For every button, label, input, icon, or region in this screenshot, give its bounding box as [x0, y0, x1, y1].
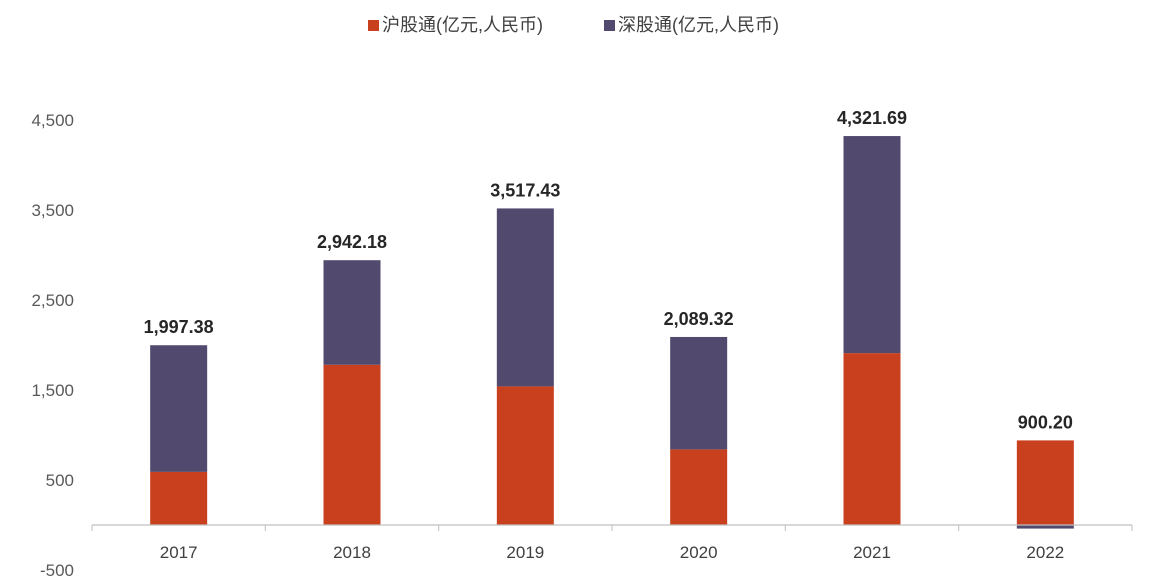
bar-2019-series-2: [496, 208, 554, 387]
x-tick-label-2022: 2022: [1026, 543, 1064, 562]
total-labels: 1,997.38 2,942.18 3,517.43 2,089.32 4,321.69…: [144, 108, 1073, 432]
bar-2019-series-1: [496, 386, 554, 525]
total-label-2018: 2,942.18: [317, 232, 387, 252]
total-label-2022: 900.20: [1018, 412, 1073, 432]
y-axis: 4,500 3,500 2,500 1,500 500 -500: [31, 111, 74, 579]
bar-2020-series-2: [670, 336, 728, 450]
y-tick-label: 4,500: [31, 111, 74, 130]
bar-2021-series-1: [843, 353, 901, 525]
x-tick-label-2017: 2017: [160, 543, 198, 562]
y-tick-label: -500: [40, 561, 74, 579]
y-tick-label: 1,500: [31, 381, 74, 400]
bar-2017-series-1: [150, 471, 208, 525]
total-label-2020: 2,089.32: [664, 309, 734, 329]
legend-label-2: 深股通(亿元,人民币): [618, 15, 779, 35]
total-label-2021: 4,321.69: [837, 108, 907, 128]
x-tick-label-2018: 2018: [333, 543, 371, 562]
y-tick-label: 3,500: [31, 201, 74, 220]
bars: [150, 136, 1074, 529]
bar-2021-series-2: [843, 136, 901, 354]
x-tick-label-2021: 2021: [853, 543, 891, 562]
total-label-2017: 1,997.38: [144, 317, 214, 337]
legend: 沪股通(亿元,人民币) 深股通(亿元,人民币): [368, 15, 779, 35]
bar-2022-series-1: [1016, 440, 1074, 525]
bar-2022-series-2: [1016, 525, 1074, 529]
legend-swatch-1: [368, 20, 379, 31]
bar-2018-series-2: [323, 260, 381, 365]
x-axis: 2017 2018 2019 2020 2021 2022: [91, 524, 1133, 562]
bar-2020-series-1: [670, 449, 728, 525]
y-tick-label: 2,500: [31, 291, 74, 310]
bar-2017-series-2: [150, 345, 208, 472]
total-label-2019: 3,517.43: [490, 180, 560, 200]
legend-label-1: 沪股通(亿元,人民币): [382, 15, 543, 35]
bar-2018-series-1: [323, 364, 381, 525]
y-tick-label: 500: [46, 471, 74, 490]
legend-swatch-2: [604, 20, 615, 31]
x-tick-label-2019: 2019: [506, 543, 544, 562]
x-tick-label-2020: 2020: [680, 543, 718, 562]
